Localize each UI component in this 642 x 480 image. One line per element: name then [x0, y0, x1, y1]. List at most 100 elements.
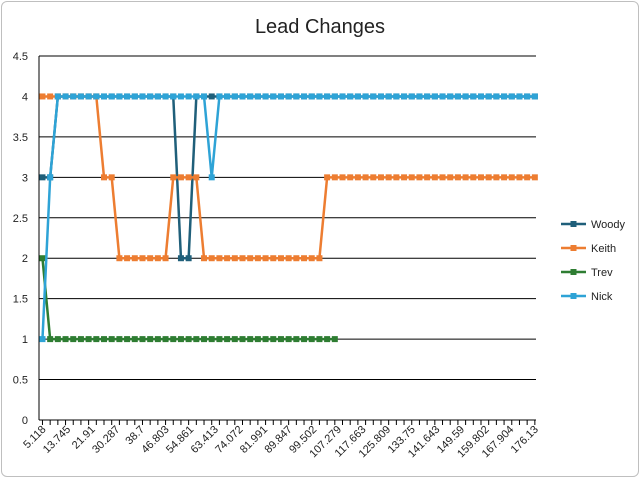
data-point-keith	[185, 174, 192, 181]
data-point-trev	[116, 336, 123, 343]
data-point-nick	[293, 93, 300, 100]
data-point-keith	[131, 255, 138, 262]
data-point-keith	[101, 174, 108, 181]
data-point-keith	[462, 174, 469, 181]
data-point-nick	[401, 93, 408, 100]
data-point-nick	[462, 93, 469, 100]
y-tick-label: 3.5	[13, 132, 28, 144]
legend-marker-woody	[570, 221, 577, 227]
data-point-keith	[47, 93, 54, 100]
y-tick-label: 4	[22, 91, 28, 103]
data-point-keith	[354, 174, 361, 181]
data-point-keith	[231, 255, 238, 262]
data-point-keith	[154, 255, 161, 262]
data-point-keith	[431, 174, 438, 181]
data-point-keith	[393, 174, 400, 181]
data-point-keith	[362, 174, 369, 181]
data-point-nick	[531, 93, 538, 100]
data-point-nick	[131, 93, 138, 100]
data-point-nick	[354, 93, 361, 100]
data-point-trev	[154, 336, 161, 343]
data-point-nick	[347, 93, 354, 100]
data-point-trev	[216, 336, 223, 343]
data-point-nick	[185, 93, 192, 100]
data-point-nick	[524, 93, 531, 100]
data-point-keith	[139, 255, 146, 262]
data-point-keith	[401, 174, 408, 181]
data-point-nick	[39, 336, 46, 343]
data-point-nick	[93, 93, 100, 100]
data-point-keith	[331, 174, 338, 181]
data-point-trev	[201, 336, 208, 343]
data-point-keith	[293, 255, 300, 262]
legend-marker-nick	[570, 293, 577, 299]
data-point-keith	[324, 174, 331, 181]
y-tick-label: 1.5	[13, 294, 28, 306]
data-point-trev	[62, 336, 69, 343]
data-point-nick	[301, 93, 308, 100]
gridlines	[39, 55, 536, 381]
y-tick-label: 4.5	[13, 51, 28, 63]
data-point-nick	[116, 93, 123, 100]
data-point-keith	[508, 174, 515, 181]
data-point-nick	[108, 93, 115, 100]
legend: Woody Keith Trev Nick	[561, 219, 626, 303]
data-point-nick	[270, 93, 277, 100]
y-tick-label: 0.5	[13, 375, 28, 387]
data-point-nick	[431, 93, 438, 100]
data-point-trev	[131, 336, 138, 343]
data-point-trev	[308, 336, 315, 343]
legend-marker-keith	[570, 245, 577, 251]
y-tick-label: 3	[22, 172, 28, 184]
x-tick-label: 176.13	[509, 424, 541, 456]
data-point-nick	[147, 93, 154, 100]
data-point-trev	[224, 336, 231, 343]
data-point-woody	[39, 174, 46, 181]
data-point-keith	[377, 174, 384, 181]
data-point-trev	[301, 336, 308, 343]
data-point-trev	[293, 336, 300, 343]
data-point-nick	[77, 93, 84, 100]
data-point-trev	[193, 336, 200, 343]
data-point-trev	[124, 336, 131, 343]
y-tick-label: 2	[22, 253, 28, 265]
data-point-nick	[224, 93, 231, 100]
data-point-trev	[70, 336, 77, 343]
data-point-trev	[170, 336, 177, 343]
data-point-nick	[216, 93, 223, 100]
data-point-nick	[54, 93, 61, 100]
data-point-nick	[254, 93, 261, 100]
series-lines	[39, 93, 538, 343]
data-point-trev	[247, 336, 254, 343]
legend-marker-trev	[570, 269, 577, 275]
data-point-nick	[162, 93, 169, 100]
data-point-nick	[247, 93, 254, 100]
data-point-nick	[193, 93, 200, 100]
data-point-nick	[470, 93, 477, 100]
data-point-trev	[239, 336, 246, 343]
data-point-keith	[347, 174, 354, 181]
data-point-trev	[331, 336, 338, 343]
data-point-trev	[162, 336, 169, 343]
data-point-keith	[531, 174, 538, 181]
data-point-trev	[77, 336, 84, 343]
y-tick-label: 0	[22, 415, 28, 427]
data-point-trev	[147, 336, 154, 343]
data-point-keith	[454, 174, 461, 181]
data-point-nick	[231, 93, 238, 100]
data-point-keith	[277, 255, 284, 262]
y-tick-label: 2.5	[13, 213, 28, 225]
data-point-nick	[339, 93, 346, 100]
data-point-nick	[362, 93, 369, 100]
data-point-keith	[408, 174, 415, 181]
data-point-keith	[516, 174, 523, 181]
data-point-keith	[385, 174, 392, 181]
legend-label-keith: Keith	[591, 243, 616, 255]
data-point-nick	[416, 93, 423, 100]
data-point-trev	[54, 336, 61, 343]
data-point-keith	[501, 174, 508, 181]
data-point-keith	[477, 174, 484, 181]
data-point-trev	[254, 336, 261, 343]
data-point-trev	[270, 336, 277, 343]
data-point-nick	[424, 93, 431, 100]
